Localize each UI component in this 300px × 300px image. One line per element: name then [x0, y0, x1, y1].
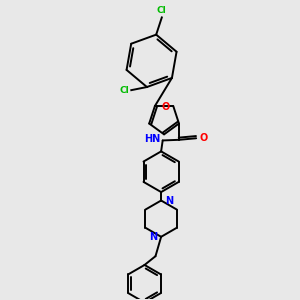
Text: Cl: Cl — [157, 6, 167, 15]
Text: O: O — [161, 102, 169, 112]
Text: N: N — [149, 232, 157, 242]
Text: O: O — [200, 133, 208, 143]
Text: HN: HN — [144, 134, 160, 144]
Text: N: N — [165, 196, 173, 206]
Text: Cl: Cl — [119, 86, 129, 95]
